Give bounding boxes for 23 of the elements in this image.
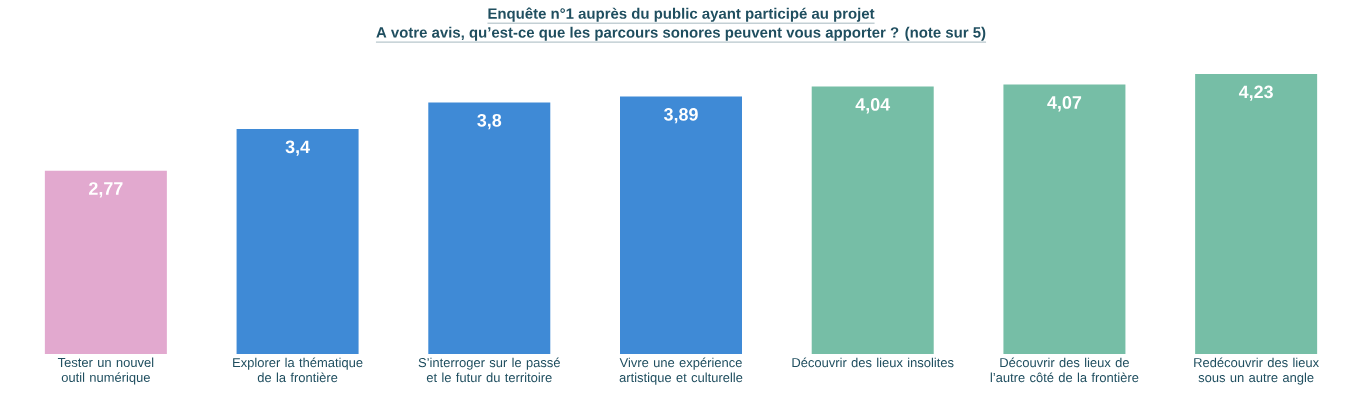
data-label: 4,07 — [1047, 96, 1082, 112]
chart-subtitle: A votre avis, qu’est-ce que les parcours sonores peuvent vous apporter ? (note sur 5) — [376, 26, 986, 41]
x-tick-label: Vivre une expérience artistique et culturelle — [619, 357, 743, 385]
bar — [1195, 74, 1318, 354]
data-label: 4,23 — [1238, 85, 1273, 101]
data-label: 3,4 — [285, 140, 310, 156]
data-label: 3,89 — [663, 108, 698, 124]
bar — [811, 86, 934, 354]
bar — [428, 102, 551, 354]
bar — [1003, 84, 1126, 354]
data-label: 3,8 — [477, 113, 502, 130]
chart-title: Enquête n°1 auprès du public ayant participé au projet — [488, 7, 875, 22]
bar — [44, 170, 167, 354]
x-tick-label: Découvrir des lieux insolites — [792, 357, 954, 368]
data-label: 4,04 — [855, 98, 891, 114]
x-tick-label: Tester un nouvel outil numérique — [57, 357, 154, 385]
bar — [236, 128, 359, 354]
data-label: 2,77 — [89, 182, 123, 198]
x-tick-label: S’interroger sur le passé et le futur du territoire — [418, 357, 560, 383]
x-tick-label: Explorer la thématique de la frontière — [233, 357, 363, 383]
bar — [620, 96, 742, 354]
x-tick-label: Redécouvrir des lieux sous un autre angle — [1194, 357, 1319, 385]
x-tick-label: Découvrir des lieux de l’autre côté de la frontière — [990, 357, 1139, 383]
